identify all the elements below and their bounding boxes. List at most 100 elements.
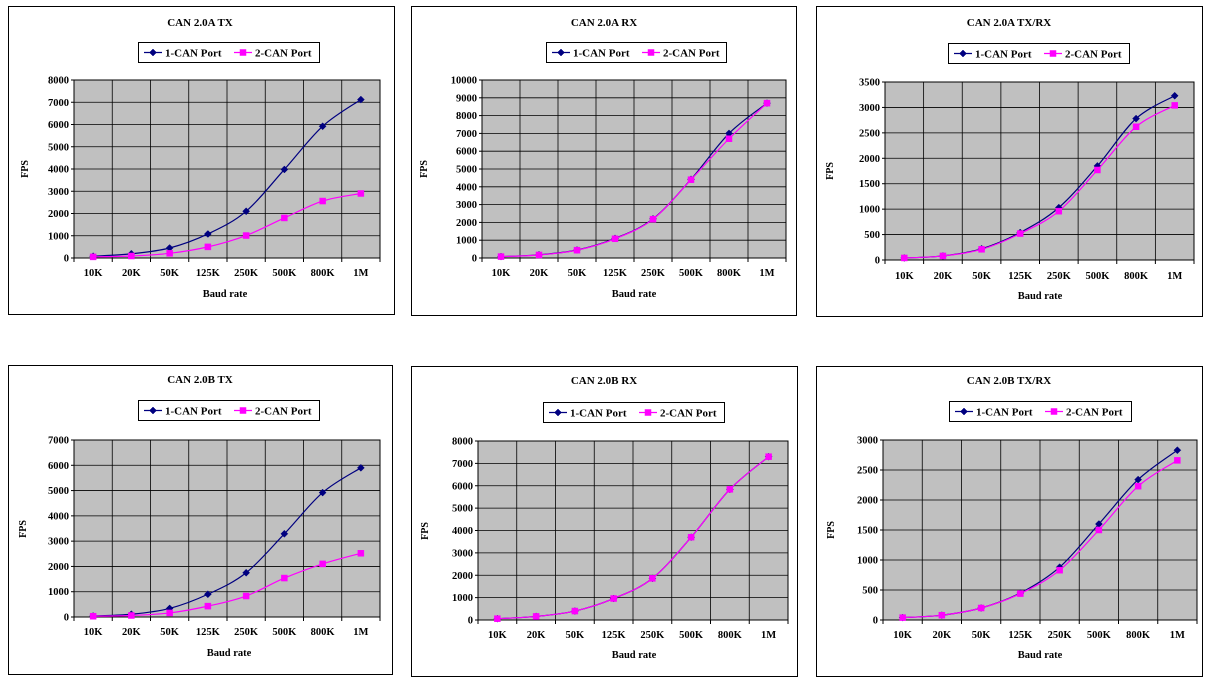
y-tick-label: 2500 xyxy=(857,466,878,477)
data-point-square xyxy=(1016,230,1024,237)
data-point-square xyxy=(89,612,97,620)
data-point-diamond xyxy=(1132,114,1140,123)
series-line-2 xyxy=(902,459,1178,619)
x-tick-label: 20K xyxy=(934,271,954,282)
legend-label: 1-CAN Port xyxy=(573,48,630,60)
legend-label: 1-CAN Port xyxy=(975,49,1032,61)
y-tick-label: 500 xyxy=(864,230,880,241)
y-tick-label: 5000 xyxy=(48,142,69,153)
x-tick-label: 125K xyxy=(603,268,628,279)
y-tick-label: 7000 xyxy=(452,459,473,470)
y-tick-label: 8000 xyxy=(48,76,69,87)
x-tick-label: 800K xyxy=(311,268,336,279)
y-axis-label: FPS xyxy=(825,162,836,180)
legend-marker-square xyxy=(647,49,655,56)
data-point-square xyxy=(1132,123,1140,131)
data-point-square xyxy=(899,614,906,621)
legend-label: 1-CAN Port xyxy=(570,408,627,420)
data-point-square xyxy=(687,176,695,183)
x-tick-label: 10K xyxy=(893,630,913,641)
x-tick-label: 125K xyxy=(1008,271,1033,282)
legend-label: 2-CAN Port xyxy=(255,48,312,60)
data-point-square xyxy=(1095,526,1103,534)
data-point-diamond xyxy=(280,165,289,174)
y-tick-label: 7000 xyxy=(48,98,69,109)
data-point-square xyxy=(649,575,656,582)
y-tick-label: 5000 xyxy=(452,504,473,515)
data-point-square xyxy=(497,253,505,260)
data-point-square xyxy=(978,246,985,253)
data-point-diamond xyxy=(357,95,365,104)
legend-label: 2-CAN Port xyxy=(660,408,717,420)
x-tick-label: 50K xyxy=(160,268,180,279)
chart-title: CAN 2.0A RX xyxy=(571,17,637,29)
legend-label: 2-CAN Port xyxy=(663,48,720,60)
data-point-square xyxy=(1134,482,1142,490)
legend-marker-square xyxy=(644,409,652,416)
x-tick-label: 500K xyxy=(1087,630,1112,641)
data-point-square xyxy=(535,251,543,259)
legend-marker-square xyxy=(239,49,247,56)
y-tick-label: 1500 xyxy=(857,526,878,537)
legend-box xyxy=(546,42,727,63)
x-tick-label: 1M xyxy=(761,630,776,641)
y-tick-label: 8000 xyxy=(456,111,477,122)
y-tick-label: 3000 xyxy=(48,537,69,548)
x-tick-label: 800K xyxy=(717,268,742,279)
chart-title: CAN 2.0B RX xyxy=(571,375,637,387)
data-point-square xyxy=(763,99,771,107)
x-tick-label: 250K xyxy=(641,268,666,279)
x-tick-label: 20K xyxy=(122,268,142,279)
data-point-square xyxy=(938,611,946,619)
y-tick-label: 6000 xyxy=(48,120,69,131)
legend-marker-diamond xyxy=(557,48,565,57)
x-tick-label: 500K xyxy=(1085,271,1110,282)
data-point-diamond xyxy=(204,590,212,599)
data-point-square xyxy=(1056,566,1063,574)
x-tick-label: 250K xyxy=(1047,271,1072,282)
data-point-square xyxy=(939,252,947,260)
data-point-square xyxy=(166,250,173,257)
legend: 1-CAN Port 2-CAN Port xyxy=(543,402,725,423)
y-tick-label: 2000 xyxy=(48,209,69,220)
y-axis-label: FPS xyxy=(420,522,431,540)
legend-marker-diamond xyxy=(554,408,562,417)
data-point-square xyxy=(166,609,173,617)
chart-title: CAN 2.0B TX/RX xyxy=(967,375,1052,387)
x-tick-label: 250K xyxy=(640,630,665,641)
x-tick-label: 20K xyxy=(933,630,953,641)
data-point-square xyxy=(725,135,733,142)
y-tick-label: 10000 xyxy=(451,76,477,87)
x-tick-label: 1M xyxy=(353,627,368,638)
data-point-square xyxy=(204,243,212,251)
data-point-diamond xyxy=(1170,91,1179,100)
x-tick-label: 125K xyxy=(602,630,627,641)
y-tick-label: 1000 xyxy=(456,236,477,247)
x-tick-label: 250K xyxy=(234,627,259,638)
data-point-square xyxy=(901,254,908,262)
data-point-square xyxy=(1174,457,1181,464)
y-tick-label: 2500 xyxy=(859,128,880,139)
data-point-square xyxy=(204,602,212,610)
y-tick-label: 3000 xyxy=(48,187,69,198)
chart-5: CAN 2.0B RX 0 1000 2000 3000 4000 5000 6000 7000… xyxy=(411,366,798,677)
y-tick-label: 500 xyxy=(862,586,878,597)
legend-marker-square xyxy=(1050,408,1058,415)
y-tick-label: 6000 xyxy=(48,461,69,472)
y-tick-label: 0 xyxy=(64,254,69,265)
x-tick-label: 125K xyxy=(196,627,221,638)
data-point-square xyxy=(319,197,326,205)
y-tick-label: 4000 xyxy=(48,511,69,522)
data-point-square xyxy=(242,232,250,239)
x-tick-label: 10K xyxy=(895,271,915,282)
data-point-diamond xyxy=(318,122,327,131)
data-point-square xyxy=(1017,590,1024,597)
data-point-diamond xyxy=(280,529,289,538)
y-axis-label: FPS xyxy=(826,521,837,539)
chart-1: CAN 2.0A TX 0 1000 2000 3000 4000 5000 6000 7000… xyxy=(8,6,395,315)
x-tick-label: 500K xyxy=(272,627,297,638)
x-tick-label: 50K xyxy=(566,630,586,641)
y-tick-label: 8000 xyxy=(452,437,473,448)
data-point-square xyxy=(89,253,97,261)
y-tick-label: 3000 xyxy=(857,436,878,447)
